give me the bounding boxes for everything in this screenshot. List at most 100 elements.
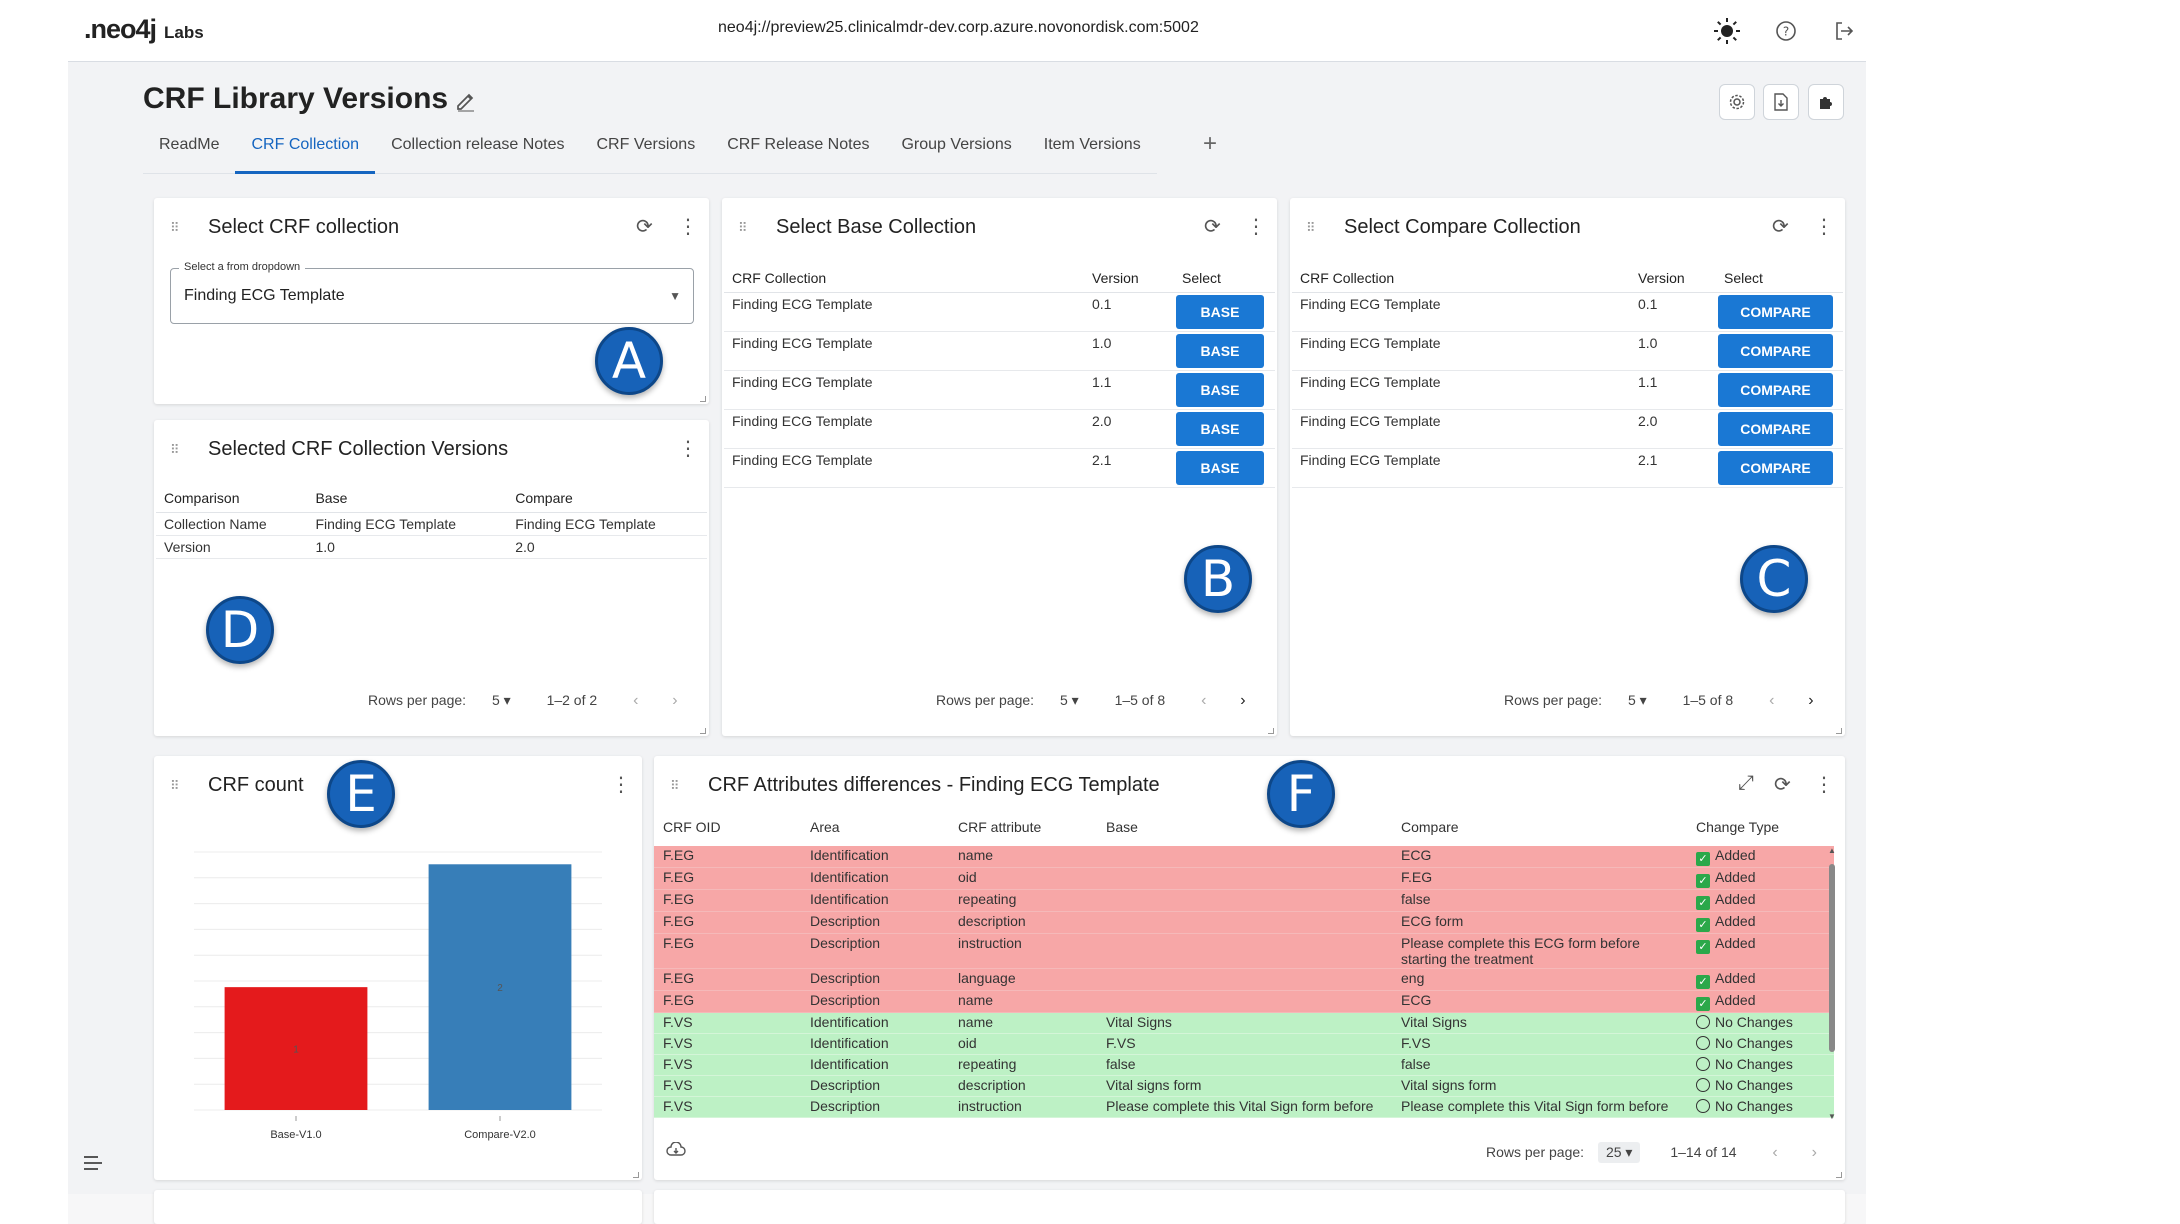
tab-crf-release-notes[interactable]: CRF Release Notes <box>727 136 870 153</box>
tab-crf-versions[interactable]: CRF Versions <box>596 136 696 153</box>
edit-title-icon[interactable] <box>455 90 477 119</box>
tab-collection-release-notes[interactable]: Collection release Notes <box>391 136 565 153</box>
diff-scrollbar[interactable]: ▲ ▼ <box>1827 846 1837 1121</box>
column-header: Base <box>307 484 508 513</box>
column-header: Select <box>1716 264 1843 293</box>
base-button[interactable]: BASE <box>1176 412 1264 446</box>
drag-handle-icon[interactable]: ⠿ <box>1306 220 1315 235</box>
base-button[interactable]: BASE <box>1176 373 1264 407</box>
rows-per-page-value: 25 <box>1605 1144 1622 1160</box>
table-cell: Description <box>801 1075 949 1097</box>
tab-crf-collection[interactable]: CRF Collection <box>235 130 376 174</box>
export-file-button[interactable] <box>1763 84 1799 120</box>
extensions-puzzle-button[interactable] <box>1808 84 1844 120</box>
tab-item-versions[interactable]: Item Versions <box>1043 136 1141 153</box>
marker-c: C <box>1740 545 1808 613</box>
refresh-icon[interactable]: ⟳ <box>1774 774 1791 796</box>
tab-group-versions[interactable]: Group Versions <box>901 136 1012 153</box>
prev-page-icon[interactable]: ‹ <box>1772 1144 1778 1161</box>
table-cell: Identification <box>801 867 949 890</box>
logout-icon[interactable] <box>1827 14 1861 48</box>
add-tab-icon[interactable]: + <box>1203 130 1218 157</box>
drag-handle-icon[interactable]: ⠿ <box>670 778 679 793</box>
table-cell: F.EG <box>654 933 801 969</box>
prev-page-icon[interactable]: ‹ <box>633 692 639 709</box>
sidebar-toggle-icon[interactable] <box>82 1152 104 1178</box>
page-title: CRF Library Versions <box>143 82 449 115</box>
rows-per-page-select[interactable]: 5 ▾ <box>1627 692 1647 708</box>
more-vert-icon[interactable]: ⋮ <box>1814 216 1834 238</box>
rows-per-page-select[interactable]: 5 ▾ <box>1059 692 1079 708</box>
prev-page-icon[interactable]: ‹ <box>1201 692 1207 709</box>
drag-handle-icon[interactable]: ⠿ <box>170 442 179 457</box>
resize-handle[interactable] <box>700 728 706 734</box>
base-button[interactable]: BASE <box>1176 451 1264 485</box>
bar-compare-v2-0[interactable] <box>428 864 572 1110</box>
resize-handle[interactable] <box>700 396 706 402</box>
scroll-down-icon[interactable]: ▼ <box>1828 1112 1836 1121</box>
card-selected-versions: ⠿ Selected CRF Collection Versions ⋮ Com… <box>154 420 709 736</box>
base-button[interactable]: BASE <box>1176 334 1264 368</box>
table-cell: Description <box>801 968 949 991</box>
next-page-icon[interactable]: › <box>1808 692 1814 709</box>
checkbox-checked-icon: ✓ <box>1696 852 1710 866</box>
table-cell: name <box>949 846 1097 868</box>
diff-table-scroll[interactable]: F.EG Identification name ECG ✓ Added F.EG Ident… <box>654 846 1844 1121</box>
drag-handle-icon[interactable]: ⠿ <box>170 778 179 793</box>
change-type-cell: ✓ Added <box>1687 968 1834 991</box>
download-cloud-icon[interactable] <box>666 1141 686 1163</box>
compare-collection-table: CRF Collection Version Select Finding EC… <box>1292 264 1843 488</box>
refresh-icon[interactable]: ⟳ <box>1204 216 1221 238</box>
prev-page-icon[interactable]: ‹ <box>1769 692 1775 709</box>
compare-button[interactable]: COMPARE <box>1718 412 1833 446</box>
help-icon[interactable]: ? <box>1769 14 1803 48</box>
compare-button[interactable]: COMPARE <box>1718 334 1833 368</box>
checkbox-checked-icon: ✓ <box>1696 918 1710 932</box>
more-vert-icon[interactable]: ⋮ <box>1246 216 1266 238</box>
refresh-icon[interactable]: ⟳ <box>1772 216 1789 238</box>
dropdown-label: Select a from dropdown <box>179 261 306 273</box>
next-page-icon[interactable]: › <box>1811 1144 1817 1161</box>
drag-handle-icon[interactable]: ⠿ <box>738 220 747 235</box>
compare-button[interactable]: COMPARE <box>1718 451 1833 485</box>
rows-per-page-select[interactable]: 25 ▾ <box>1597 1142 1641 1163</box>
rows-per-page-select[interactable]: 5 ▾ <box>491 692 511 708</box>
bar-base-v1-0[interactable] <box>224 987 368 1110</box>
scroll-thumb[interactable] <box>1829 864 1835 1052</box>
resize-handle[interactable] <box>1836 1172 1842 1178</box>
change-type-label: No Changes <box>1715 1098 1793 1114</box>
compare-button[interactable]: COMPARE <box>1718 295 1833 329</box>
resize-handle[interactable] <box>633 1172 639 1178</box>
table-cell: Finding ECG Template <box>724 292 1084 332</box>
refresh-icon[interactable]: ⟳ <box>636 216 653 238</box>
base-button[interactable]: BASE <box>1176 295 1264 329</box>
resize-handle[interactable] <box>1268 728 1274 734</box>
more-vert-icon[interactable]: ⋮ <box>1814 774 1834 796</box>
table-cell: Finding ECG Template <box>1292 370 1630 410</box>
collection-dropdown[interactable]: Select a from dropdown Finding ECG Templ… <box>170 261 694 324</box>
change-type-cell: ✓ Added <box>1687 933 1834 969</box>
compare-button[interactable]: COMPARE <box>1718 373 1833 407</box>
resize-handle[interactable] <box>1836 728 1842 734</box>
next-page-icon[interactable]: › <box>672 692 678 709</box>
table-cell: 0.1 <box>1084 292 1174 332</box>
table-row: F.EG Description instruction Please complet… <box>654 933 1834 969</box>
card-select-compare-collection: ⠿ Select Compare Collection ⟳ ⋮ CRF Coll… <box>1290 198 1845 736</box>
next-page-icon[interactable]: › <box>1240 692 1246 709</box>
tab-readme[interactable]: ReadMe <box>159 136 220 153</box>
more-vert-icon[interactable]: ⋮ <box>611 774 631 796</box>
theme-sun-icon[interactable] <box>1710 14 1744 48</box>
pagination: Rows per page: 25 ▾ 1–14 of 14 ‹ › <box>1486 1142 1817 1163</box>
drag-handle-icon[interactable]: ⠿ <box>170 220 179 235</box>
scroll-up-icon[interactable]: ▲ <box>1828 846 1836 855</box>
table-cell: F.EG <box>654 889 801 912</box>
expand-icon[interactable]: ⤢ <box>1738 772 1754 794</box>
table-cell: 2.1 <box>1084 448 1174 488</box>
rows-per-page-label: Rows per page: <box>368 692 467 708</box>
more-vert-icon[interactable]: ⋮ <box>678 216 698 238</box>
table-cell: language <box>949 968 1097 991</box>
more-vert-icon[interactable]: ⋮ <box>678 438 698 460</box>
settings-gear-button[interactable] <box>1719 84 1755 120</box>
table-row: Finding ECG Template 1.0 COMPARE <box>1292 331 1843 371</box>
change-type-cell: ✓ Added <box>1687 990 1834 1013</box>
